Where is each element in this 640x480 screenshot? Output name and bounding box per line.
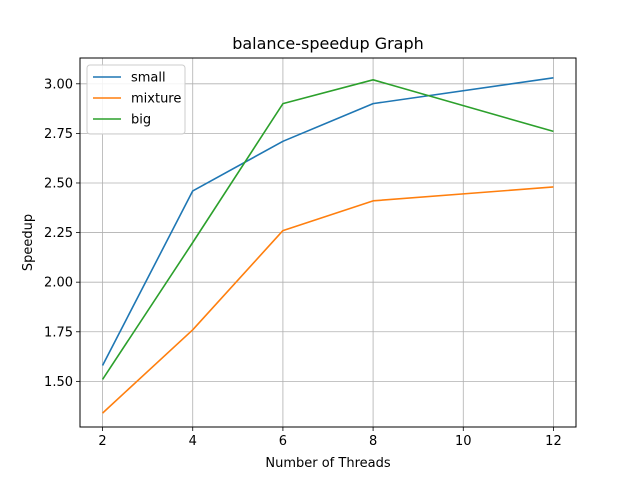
x-tick-label: 6 [279, 434, 287, 449]
x-tick-label: 2 [98, 434, 106, 449]
y-axis-ticks: 1.50 1.75 2.00 2.25 2.50 2.75 3.00 [44, 77, 80, 390]
legend-box [86, 64, 186, 135]
y-axis-label: Speedup [21, 214, 36, 271]
legend-label-small: small [131, 71, 166, 86]
y-tick-label: 1.75 [44, 325, 73, 340]
x-tick-label: 12 [545, 434, 562, 449]
chart-title: balance-speedup Graph [232, 34, 424, 53]
series-lines [101, 77, 554, 414]
y-tick-label: 1.50 [44, 375, 73, 390]
x-tick-label: 4 [189, 434, 197, 449]
series-line-mixture [102, 186, 554, 414]
y-tick-label: 2.75 [44, 127, 73, 142]
x-tick-label: 10 [455, 434, 472, 449]
y-tick-label: 2.25 [44, 226, 73, 241]
legend-label-mixture: mixture [131, 92, 181, 107]
x-axis-ticks: 2 4 6 8 10 12 [98, 427, 562, 449]
legend: small mixture big [86, 64, 186, 135]
y-tick-label: 2.50 [44, 176, 73, 191]
series-line-small [101, 77, 554, 366]
y-tick-label: 3.00 [44, 77, 73, 92]
x-tick-label: 8 [369, 434, 377, 449]
x-axis-label: Number of Threads [265, 456, 390, 471]
plot-frame [79, 57, 577, 428]
y-tick-label: 2.00 [44, 276, 73, 291]
series-line-big [101, 79, 554, 380]
legend-label-big: big [131, 113, 151, 128]
